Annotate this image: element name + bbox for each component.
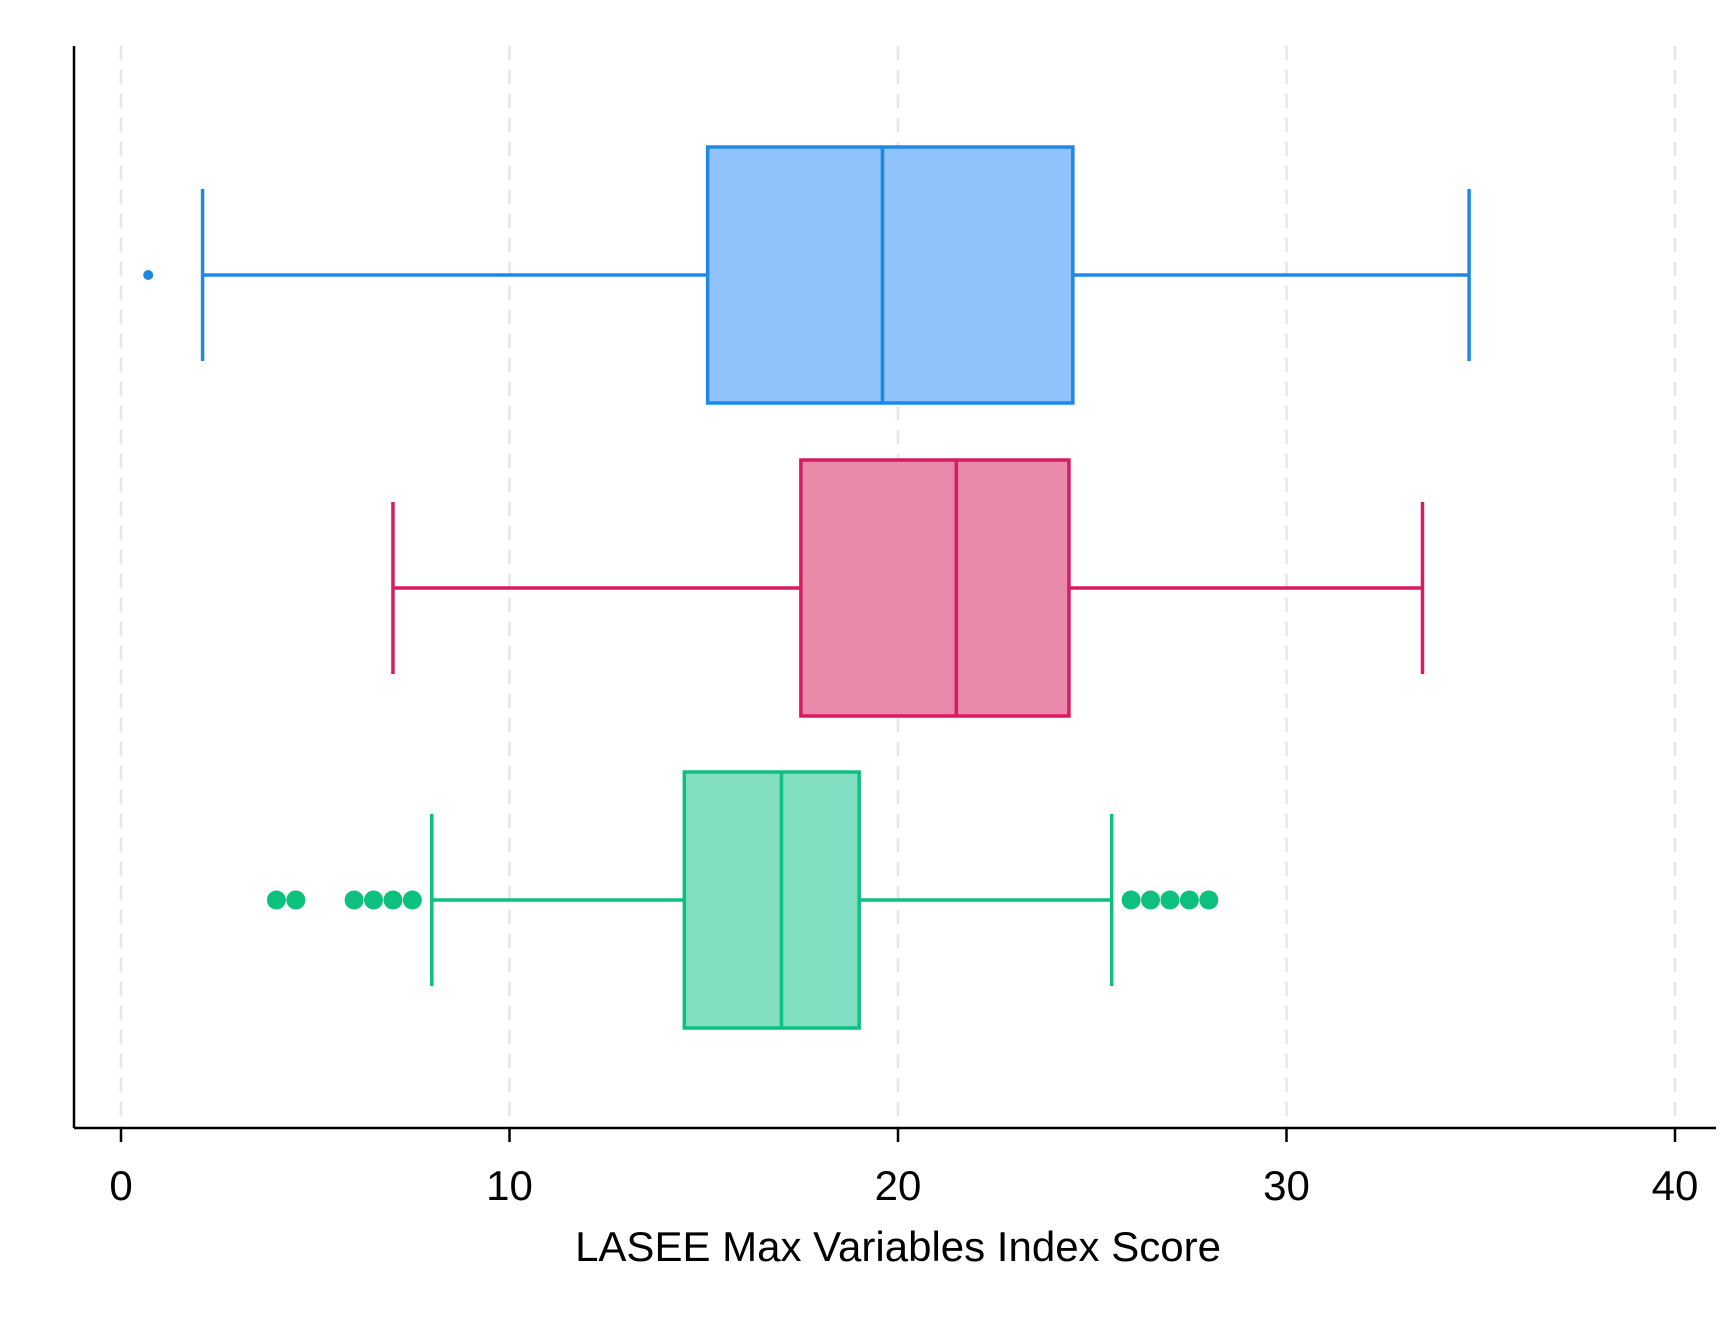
- box-series-2: [391, 458, 1425, 718]
- outlier-point: [286, 890, 306, 910]
- outlier-point: [344, 890, 364, 910]
- outlier-point: [143, 270, 154, 280]
- plot-area: [143, 145, 1471, 1030]
- x-tick-label: 30: [1263, 1162, 1310, 1209]
- outlier-point: [1179, 890, 1199, 910]
- outlier-point: [1199, 890, 1219, 910]
- iqr-box: [799, 458, 1071, 718]
- x-axis-ticks: 0 10 20 30 40: [109, 1128, 1698, 1209]
- outlier-point: [364, 890, 384, 910]
- x-tick-label: 0: [109, 1162, 132, 1209]
- x-tick-label: 10: [486, 1162, 533, 1209]
- outlier-point: [1121, 890, 1141, 910]
- box-series-1: [143, 145, 1471, 405]
- box-series-3: [266, 770, 1219, 1030]
- outlier-point: [266, 890, 286, 910]
- iqr-box: [682, 770, 861, 1030]
- x-tick-label: 40: [1652, 1162, 1699, 1209]
- x-axis-label: LASEE Max Variables Index Score: [575, 1223, 1221, 1270]
- x-tick-label: 20: [875, 1162, 922, 1209]
- outlier-point: [383, 890, 403, 910]
- outlier-point: [1141, 890, 1161, 910]
- outlier-point: [1160, 890, 1180, 910]
- outlier-point: [402, 890, 422, 910]
- iqr-box: [705, 145, 1075, 405]
